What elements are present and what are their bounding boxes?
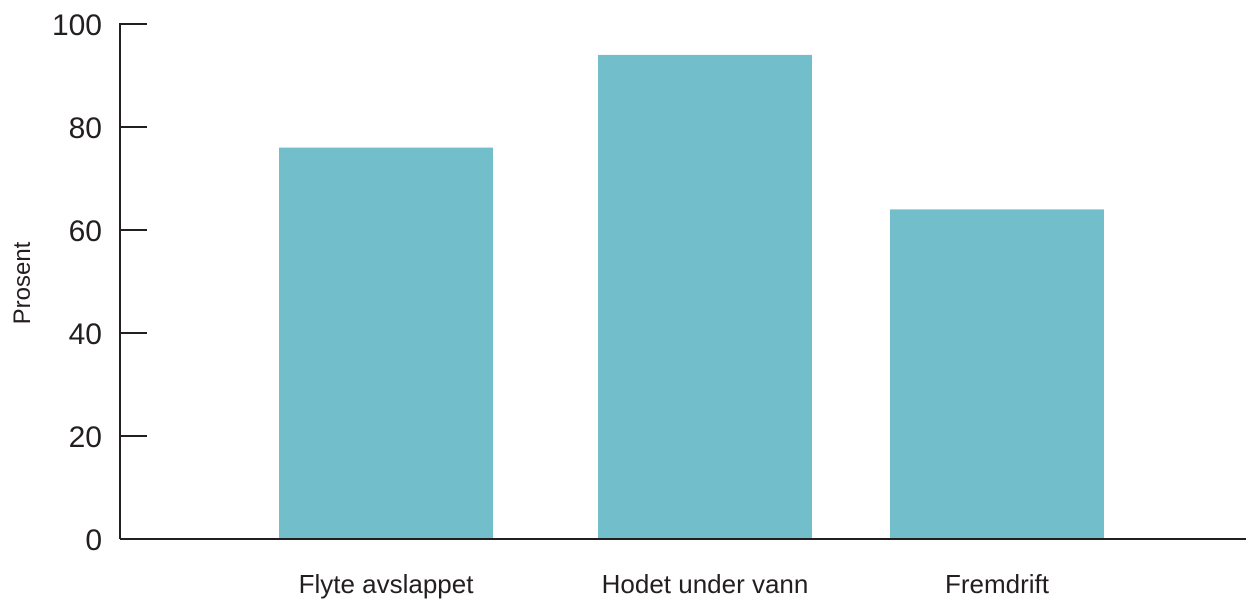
y-axis-title: Prosent — [9, 241, 36, 324]
y-tick-label: 80 — [69, 112, 102, 145]
y-tick-label: 100 — [52, 9, 102, 42]
x-axis-labels: Flyte avslappet Hodet under vann Fremdrift — [299, 569, 1050, 599]
y-tick-label: 40 — [69, 318, 102, 351]
x-category-label: Flyte avslappet — [299, 569, 475, 599]
y-tick-label: 20 — [69, 421, 102, 454]
y-tick-label: 0 — [85, 524, 102, 557]
bars — [279, 54, 1104, 540]
y-axis-ticks: 0 20 40 60 80 100 — [52, 9, 147, 557]
bar — [598, 54, 812, 540]
y-tick-label: 60 — [69, 215, 102, 248]
bar — [890, 209, 1104, 539]
bar — [279, 147, 493, 539]
x-category-label: Fremdrift — [945, 569, 1050, 599]
x-category-label: Hodet under vann — [602, 569, 809, 599]
